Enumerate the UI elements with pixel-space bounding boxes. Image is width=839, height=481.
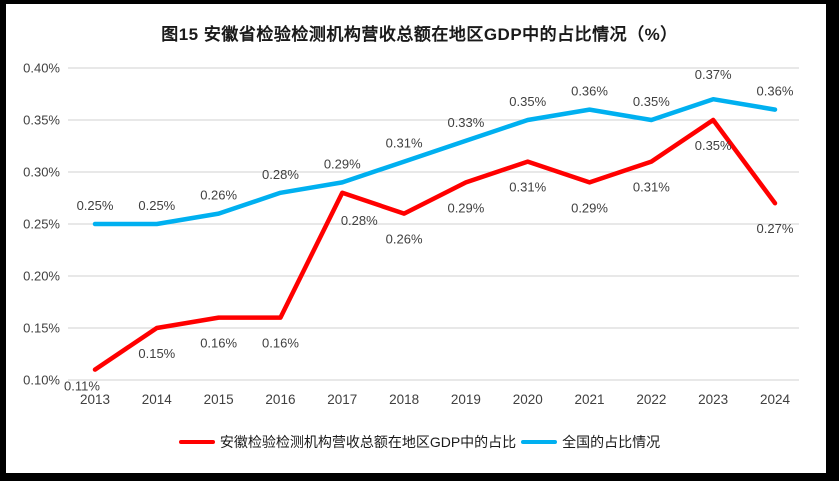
- data-label: 0.28%: [262, 167, 299, 182]
- data-label: 0.16%: [200, 336, 237, 351]
- x-tick-label: 2013: [80, 392, 110, 407]
- series-line-0: [92, 117, 778, 372]
- x-tick-label: 2024: [760, 392, 791, 407]
- y-tick-label: 0.25%: [23, 217, 60, 232]
- frame-border-bottom: [0, 473, 839, 481]
- data-label: 0.26%: [386, 232, 423, 247]
- y-tick-label: 0.15%: [23, 321, 60, 336]
- x-tick-label: 2014: [142, 392, 173, 407]
- data-label: 0.35%: [509, 94, 546, 109]
- y-tick-label: 0.35%: [23, 113, 60, 128]
- data-label: 0.27%: [757, 221, 794, 236]
- data-label: 0.31%: [509, 180, 546, 195]
- x-tick-label: 2019: [451, 392, 481, 407]
- legend-line-swatch-national: [521, 439, 558, 445]
- data-label: 0.25%: [77, 198, 114, 213]
- data-label: 0.35%: [633, 94, 670, 109]
- x-tick-label: 2015: [204, 392, 234, 407]
- data-label: 0.36%: [571, 84, 608, 99]
- x-tick-label: 2018: [389, 392, 419, 407]
- data-label: 0.31%: [386, 136, 423, 151]
- data-label: 0.29%: [571, 200, 608, 215]
- legend-label-national: 全国的占比情况: [562, 434, 661, 450]
- frame-border-right: [826, 0, 839, 481]
- frame-border-top: [0, 0, 839, 4]
- legend-line-swatch-anhui: [178, 439, 215, 445]
- y-tick-label: 0.40%: [23, 61, 60, 76]
- data-label: 0.33%: [447, 115, 484, 130]
- x-tick-label: 2017: [327, 392, 357, 407]
- data-label: 0.31%: [633, 180, 670, 195]
- x-tick-label: 2023: [698, 392, 728, 407]
- data-label: 0.28%: [341, 213, 378, 228]
- chart-legend: 安徽检验检测机构营收总额在地区GDP中的占比 全国的占比情况: [0, 432, 839, 452]
- legend-label-anhui: 安徽检验检测机构营收总额在地区GDP中的占比: [219, 434, 517, 450]
- data-label: 0.36%: [757, 84, 794, 99]
- data-label: 0.11%: [64, 379, 100, 394]
- data-label: 0.26%: [200, 188, 237, 203]
- frame-border-left: [0, 0, 6, 481]
- data-label: 0.29%: [447, 200, 484, 215]
- chart-title: 图15 安徽省检验检测机构营收总额在地区GDP中的占比情况（%）: [161, 25, 678, 44]
- x-tick-label: 2022: [636, 392, 666, 407]
- y-tick-label: 0.30%: [23, 165, 60, 180]
- y-tick-label: 0.20%: [23, 269, 60, 284]
- data-label: 0.35%: [695, 138, 732, 153]
- data-label: 0.15%: [138, 346, 175, 361]
- data-label: 0.25%: [138, 198, 175, 213]
- x-tick-label: 2021: [575, 392, 605, 407]
- x-tick-label: 2020: [513, 392, 543, 407]
- data-label: 0.16%: [262, 336, 299, 351]
- data-label: 0.37%: [695, 67, 732, 82]
- data-label: 0.29%: [324, 156, 361, 171]
- y-tick-label: 0.10%: [23, 373, 60, 388]
- series-line-1: [92, 96, 778, 227]
- x-tick-label: 2016: [265, 392, 295, 407]
